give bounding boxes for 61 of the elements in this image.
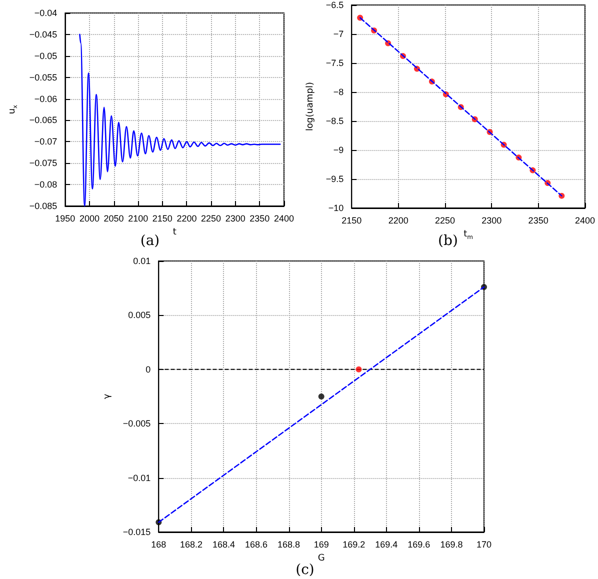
x-tick-label: 169 <box>314 540 329 550</box>
y-tick-label: −10 <box>328 203 344 213</box>
y-tick-label: −6.5 <box>326 0 344 10</box>
y-tick-label: −0.07 <box>34 136 58 147</box>
y-axis-title: log(uampl) <box>306 82 316 131</box>
x-tick-label: 168.2 <box>180 540 202 550</box>
x-tick-label: 2150 <box>342 216 362 226</box>
y-tick-label: −7.5 <box>326 58 344 68</box>
y-tick-label: −0.065 <box>29 115 58 126</box>
x-tick-label: 2100 <box>128 214 148 224</box>
x-tick-label: 2300 <box>482 216 502 226</box>
y-tick-label: −0.01 <box>128 472 151 483</box>
y-tick-label: −9.5 <box>326 174 344 184</box>
y-tick-label: −0.005 <box>122 418 151 429</box>
x-tick-label: 2000 <box>79 214 100 224</box>
x-tick-label: 2250 <box>434 216 456 226</box>
y-tick-label: 0 <box>146 364 151 374</box>
y-tick-label: 0.005 <box>128 310 151 320</box>
x-tick-label: 169.2 <box>342 540 366 550</box>
y-tick-label: −0.06 <box>34 94 58 104</box>
y-tick-label: −0.075 <box>29 158 58 168</box>
x-tick-label: 170 <box>476 540 492 550</box>
y-tick-label: −0.055 <box>29 72 58 82</box>
x-tick-label: 2250 <box>201 214 222 224</box>
x-tick-label: 169.4 <box>375 540 398 550</box>
text: (a) <box>140 233 160 249</box>
x-axis-title: G <box>318 553 325 564</box>
x-tick-label: 2350 <box>250 214 270 224</box>
y-tick-label: −9 <box>333 145 344 155</box>
x-tick-label: 2200 <box>388 216 408 226</box>
x-tick-label: 168.8 <box>278 540 300 550</box>
point <box>356 366 362 372</box>
x-tick-label: 168 <box>151 540 166 550</box>
point <box>318 394 324 400</box>
x-tick-label: 2400 <box>574 216 596 226</box>
x-tick-label: 168.6 <box>245 540 268 550</box>
y-tick-label: −0.045 <box>29 29 58 40</box>
y-tick-label: −0.08 <box>34 180 58 190</box>
text: (b) <box>438 233 458 249</box>
line-series <box>79 34 281 207</box>
y-tick-label: −0.04 <box>34 8 58 18</box>
y-tick-label: −0.05 <box>34 50 58 61</box>
x-tick-label: 2300 <box>225 214 246 224</box>
y-axis-title: γ <box>102 393 112 400</box>
y-tick-label: −7 <box>333 29 344 39</box>
x-tick-label: 168.4 <box>212 540 236 550</box>
y-tick-label: −0.085 <box>29 201 58 211</box>
y-tick-label: 0.01 <box>133 256 151 266</box>
x-tick-label: 2050 <box>104 214 124 224</box>
text: (c) <box>296 562 314 578</box>
x-tick-label: 2150 <box>152 214 172 224</box>
x-tick-label: 2350 <box>528 216 548 226</box>
x-tick-label: 169.8 <box>440 540 463 550</box>
x-axis-title: t <box>172 227 177 238</box>
x-tick-label: 2200 <box>176 214 197 224</box>
x-tick-label: 2400 <box>274 214 294 224</box>
x-tick-label: 169.6 <box>408 540 430 550</box>
y-tick-label: −0.015 <box>122 527 151 537</box>
x-tick-label: 1950 <box>55 214 76 224</box>
y-tick-label: −8.5 <box>326 116 344 126</box>
y-tick-label: −8 <box>333 87 344 97</box>
